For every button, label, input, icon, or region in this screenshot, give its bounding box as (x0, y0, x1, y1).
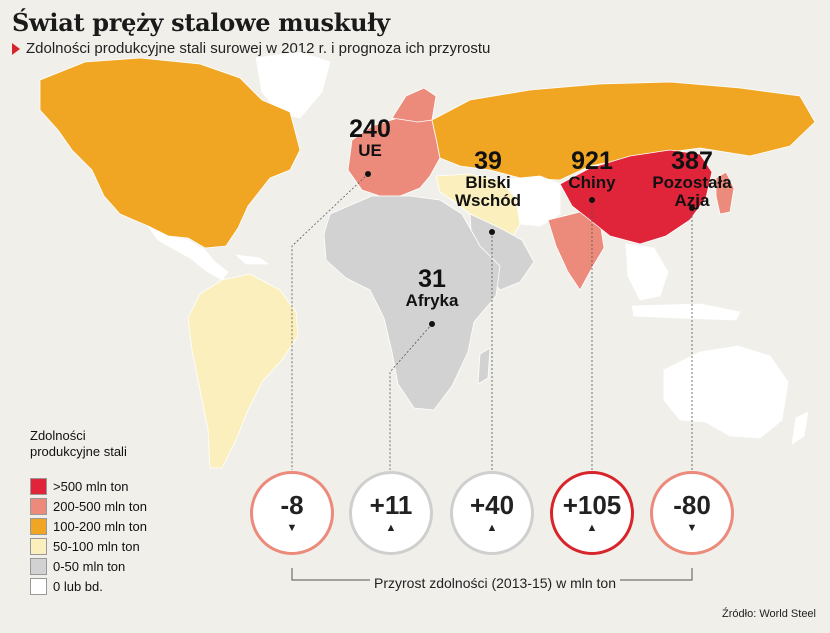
region-name-line2: Wschód (454, 191, 522, 211)
australia-shape (663, 345, 789, 439)
region-name-line2: Azja (674, 191, 710, 211)
africa-shape (323, 195, 501, 411)
region-label-afryka: 31 Afryka (406, 266, 459, 310)
north-america-shape (39, 57, 301, 249)
region-value: 387 (671, 147, 713, 175)
legend-swatch (30, 538, 47, 555)
region-label-pozostala-azja: 387 Pozostała Azja (652, 148, 731, 210)
legend-swatch (30, 578, 47, 595)
region-name-line1: Bliski (465, 173, 511, 193)
legend-label: 100-200 mln ton (53, 519, 147, 534)
marker-afryka (429, 321, 435, 327)
south-america-shape (187, 273, 299, 469)
growth-value: +11 (369, 490, 413, 520)
legend-item: 200-500 mln ton (30, 497, 147, 517)
growth-circle-bliski-wschod: +40 ▲ (450, 471, 534, 555)
source-credit: Źródło: World Steel (722, 608, 816, 620)
china-shape (559, 149, 713, 245)
legend-label: 0 lub bd. (53, 579, 103, 594)
greenland-shape (255, 51, 331, 119)
region-value: 240 (349, 115, 391, 143)
legend-title-line2: produkcyjne stali (30, 444, 127, 460)
legend-item: >500 mln ton (30, 477, 147, 497)
page-title: Świat pręży stalowe muskuły (12, 8, 390, 37)
growth-value: -8 (280, 490, 304, 520)
scandinavia-shape (391, 87, 437, 123)
marker-bliski-wschod (489, 229, 495, 235)
japan-shape (715, 171, 735, 215)
caribbean-shape (235, 254, 269, 265)
region-label-chiny: 921 Chiny (568, 148, 615, 192)
legend-label: 0-50 mln ton (53, 559, 126, 574)
growth-circle-ue: -8 ▼ (250, 471, 334, 555)
arrow-down-icon: ▼ (686, 522, 698, 534)
region-label-bliski-wschod: 39 Bliski Wschód (455, 148, 521, 210)
growth-value: -80 (673, 490, 711, 520)
region-value: 39 (474, 147, 502, 175)
legend-item: 100-200 mln ton (30, 517, 147, 537)
growth-value: +40 (469, 490, 515, 520)
legend-label: >500 mln ton (53, 479, 129, 494)
legend-title: Zdolności produkcyjne stali (30, 428, 147, 461)
region-value: 921 (571, 147, 613, 175)
legend-swatch (30, 558, 47, 575)
legend-swatch (30, 518, 47, 535)
arrow-up-icon: ▲ (486, 522, 498, 534)
region-name-line1: Pozostała (652, 173, 732, 193)
new-zealand-shape (791, 411, 809, 445)
central-america-shape (147, 225, 229, 281)
triangle-bullet-icon (12, 42, 20, 55)
subtitle: Zdolności produkcyjne stali surowej w 20… (12, 40, 490, 57)
legend-item: 50-100 mln ton (30, 537, 147, 557)
marker-pozostala-azja (689, 205, 695, 211)
russia-shape (431, 81, 816, 181)
legend-swatch (30, 478, 47, 495)
region-value: 31 (418, 265, 446, 293)
growth-circle-pozostala-azja: -80 ▼ (650, 471, 734, 555)
region-name: Chiny (568, 173, 616, 193)
legend-title-line1: Zdolności (30, 428, 86, 443)
marker-chiny (589, 197, 595, 203)
growth-circle-chiny: +105 ▲ (550, 471, 634, 555)
legend-item: 0 lub bd. (30, 577, 147, 597)
legend-label: 50-100 mln ton (53, 539, 140, 554)
leader-line-ue (291, 173, 369, 470)
arrow-up-icon: ▲ (586, 522, 598, 534)
region-name: Afryka (405, 291, 459, 311)
leader-line-afryka (389, 323, 433, 470)
indonesia-shape (631, 303, 741, 321)
region-label-ue: 240 UE (349, 116, 391, 160)
legend-item: 0-50 mln ton (30, 557, 147, 577)
marker-ue (365, 171, 371, 177)
legend: Zdolności produkcyjne stali >500 mln ton… (30, 428, 147, 597)
subtitle-text: Zdolności produkcyjne stali surowej w 20… (26, 40, 491, 57)
growth-circle-afryka: +11 ▲ (349, 471, 433, 555)
growth-caption: Przyrost zdolności (2013-15) w mln ton (370, 575, 620, 591)
legend-label: 200-500 mln ton (53, 499, 147, 514)
madagascar-shape (477, 347, 491, 385)
region-name: UE (358, 141, 382, 161)
growth-value: +105 (562, 490, 622, 520)
southeast-asia-shape (625, 243, 669, 301)
arrow-down-icon: ▼ (286, 522, 298, 534)
legend-swatch (30, 498, 47, 515)
arrow-up-icon: ▲ (385, 522, 397, 534)
